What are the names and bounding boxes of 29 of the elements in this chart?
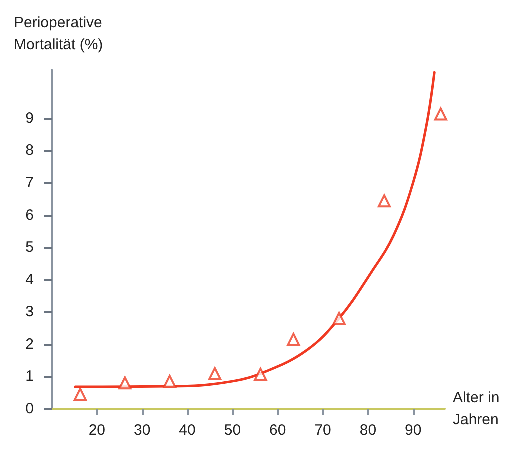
x-tick-label: 20 — [88, 422, 106, 439]
point — [163, 375, 176, 388]
y-tick-label: 0 — [26, 400, 34, 418]
x-tick-label: 70 — [314, 422, 332, 439]
y-tick-label: 9 — [26, 110, 34, 127]
y-tick-label: 7 — [26, 174, 34, 192]
point — [287, 333, 300, 346]
x-tick-label: 60 — [270, 422, 286, 439]
y-tick-label: 4 — [26, 271, 34, 288]
x-tick-label: 80 — [360, 422, 377, 439]
point — [332, 312, 346, 326]
x-tick-label: 30 — [134, 422, 151, 439]
y-tick-label: 2 — [26, 336, 34, 353]
point — [254, 368, 268, 381]
x-tick-label: 90 — [405, 422, 422, 439]
x-tick-label: 40 — [179, 422, 196, 439]
point — [74, 388, 87, 401]
y-tick-label: 5 — [26, 239, 34, 256]
point — [208, 367, 222, 380]
y-axis-title: Perioperative Mortalität (%) — [14, 14, 104, 54]
point — [378, 194, 391, 208]
y-tick-label: 1 — [26, 368, 34, 386]
point — [118, 376, 132, 390]
y-tick-label: 3 — [26, 304, 34, 321]
y-tick-label: 8 — [26, 142, 34, 160]
x-axis-title: Alter in Jahren — [453, 390, 500, 428]
y-tick-label: 6 — [26, 206, 34, 224]
point — [434, 108, 448, 121]
x-tick-label: 50 — [224, 422, 242, 439]
